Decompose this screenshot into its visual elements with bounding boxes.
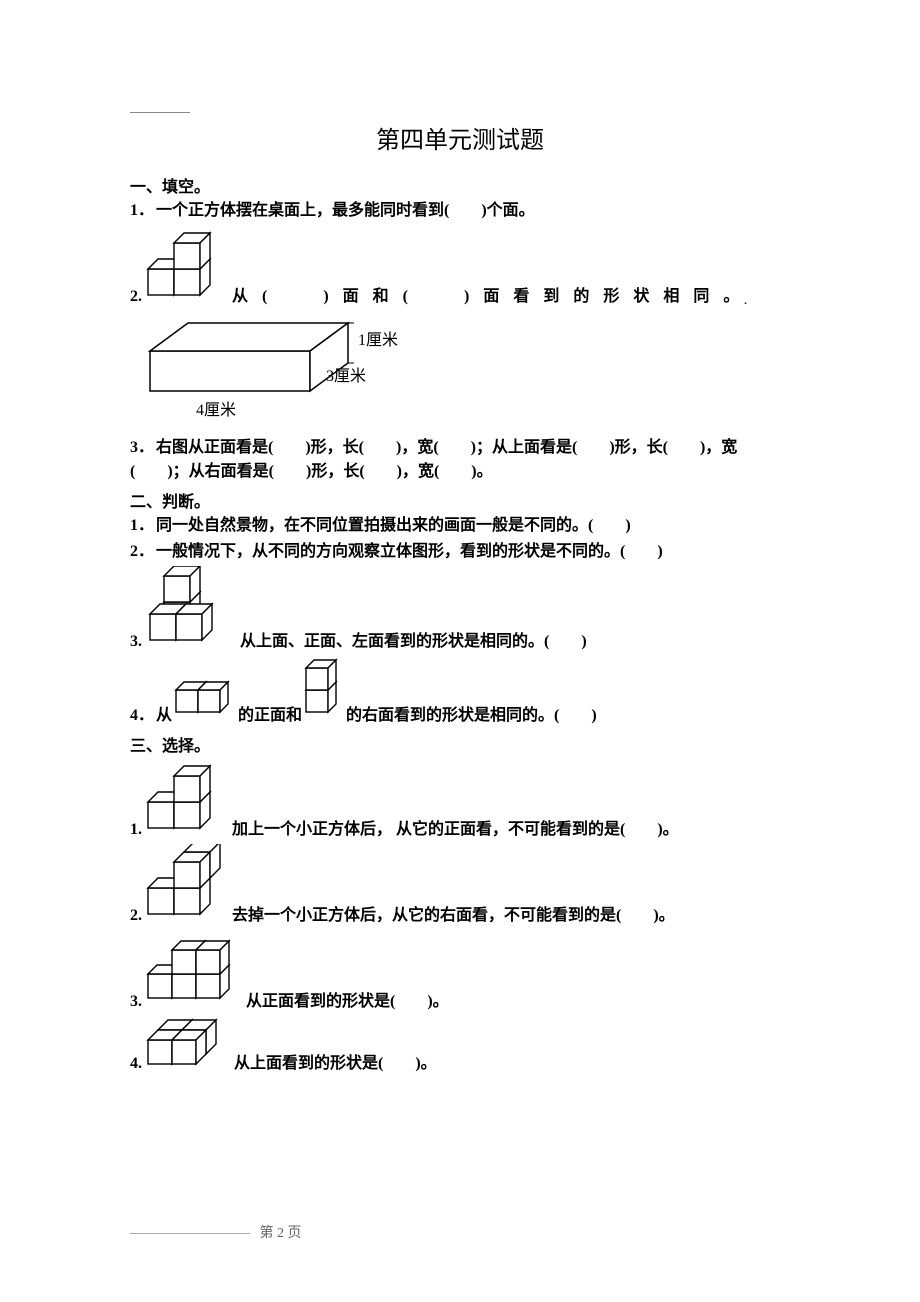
s2-q2: 2． 一般情况下，从不同的方向观察立体图形，看到的形状是不同的。( ) [130, 540, 790, 564]
page-footer: 第 2 页 [130, 1222, 302, 1242]
s2-q4-mid: 的正面和 [238, 704, 302, 728]
s3-q1: 1. 加上一个小正方体后， 从它的正面看，不可能看到的是( )。 [130, 758, 790, 842]
label-3cm: 3厘米 [326, 367, 366, 385]
s2-q4-pre: 从 [156, 704, 172, 728]
s3-q3-num: 3. [130, 990, 142, 1014]
s2-q3: 3. 从上面、正面、左面看到的形状是相同的。( [130, 566, 790, 654]
s3-q2: 2. 去掉一个小正方体后，从它的右面看，不可能看到的是( )。 [130, 844, 790, 928]
s1-q3-num: 3． [130, 439, 154, 456]
s2-q2-text: 一般情况下，从不同的方向观察立体图形，看到的形状是不同的。( ) [156, 540, 663, 564]
cube-stack3-icon [144, 758, 226, 842]
s2-q1-num: 1． [130, 514, 154, 538]
s1-q2: 2. 从 ( ) 面 和 ( ) 面 看 到 的 形 状 相 同 。 ▪ [130, 225, 790, 309]
s2-q3-text: 从上面、正面、左面看到的形状是相同的。( ) [240, 630, 587, 654]
s1-q1-num: 1． [130, 199, 154, 223]
s2-q1: 1． 同一处自然景物，在不同位置拍摄出来的画面一般是不同的。( ) [130, 514, 790, 538]
s3-q3: 3. 从正面看到的形状是( [130, 930, 790, 1014]
s2-q2-num: 2． [130, 540, 154, 564]
tiny-marker: ▪ [744, 300, 746, 309]
cube-2x2-flat-icon [144, 1016, 228, 1076]
rect-box-diagram: 1厘米 3厘米 4厘米 [140, 317, 790, 432]
s1-q3: 3．右图从正面看是( )形，长( )，宽( )；从上面看是( )形，长( )，宽… [130, 436, 790, 484]
header-underline [130, 112, 190, 113]
s1-q1: 1． 一个正方体摆在桌面上，最多能同时看到( )个面。 [130, 199, 790, 223]
s1-q1-text: 一个正方体摆在桌面上，最多能同时看到( )个面。 [156, 199, 535, 223]
section1-header: 一、填空。 [130, 173, 790, 197]
s2-q4-num: 4． [130, 704, 154, 728]
cube-stack-icon [144, 225, 226, 309]
s3-q4: 4. 从上面看到的形状是( )。 [130, 1016, 790, 1076]
s3-q2-num: 2. [130, 904, 142, 928]
cube-l-shape-icon [144, 566, 234, 654]
s2-q3-num: 3. [130, 630, 142, 654]
section3-header: 三、选择。 [130, 732, 790, 756]
cube-step-icon [144, 844, 226, 928]
label-1cm: 1厘米 [358, 331, 398, 349]
s3-q2-text: 去掉一个小正方体后，从它的右面看，不可能看到的是( )。 [232, 904, 675, 928]
two-cube-vert-icon [302, 656, 340, 728]
two-cube-horiz-icon [172, 676, 232, 728]
s3-q1-text: 加上一个小正方体后， 从它的正面看，不可能看到的是( )。 [232, 818, 679, 842]
s1-q2-text: 从 ( ) 面 和 ( ) 面 看 到 的 形 状 相 同 。 [232, 285, 744, 309]
s2-q1-text: 同一处自然景物，在不同位置拍摄出来的画面一般是不同的。( ) [156, 514, 631, 538]
page-title: 第四单元测试题 [130, 120, 790, 155]
cube-stair-icon [144, 930, 240, 1014]
section2-header: 二、判断。 [130, 488, 790, 512]
s2-q4-post: 的右面看到的形状是相同的。( ) [346, 704, 597, 728]
s3-q3-text: 从正面看到的形状是( )。 [246, 990, 449, 1014]
s1-q2-num: 2. [130, 285, 142, 309]
s3-q1-num: 1. [130, 818, 142, 842]
footer-text: 第 2 页 [260, 1226, 302, 1241]
s2-q4: 4． 从 的正面和 的右面看到的形状是相同的。( [130, 656, 790, 728]
s3-q4-text: 从上面看到的形状是( )。 [234, 1052, 437, 1076]
label-4cm: 4厘米 [196, 401, 236, 419]
footer-line [130, 1233, 250, 1234]
s1-q3-text: 右图从正面看是( )形，长( )，宽( )；从上面看是( )形，长( )，宽( … [130, 439, 737, 480]
s3-q4-num: 4. [130, 1052, 142, 1076]
